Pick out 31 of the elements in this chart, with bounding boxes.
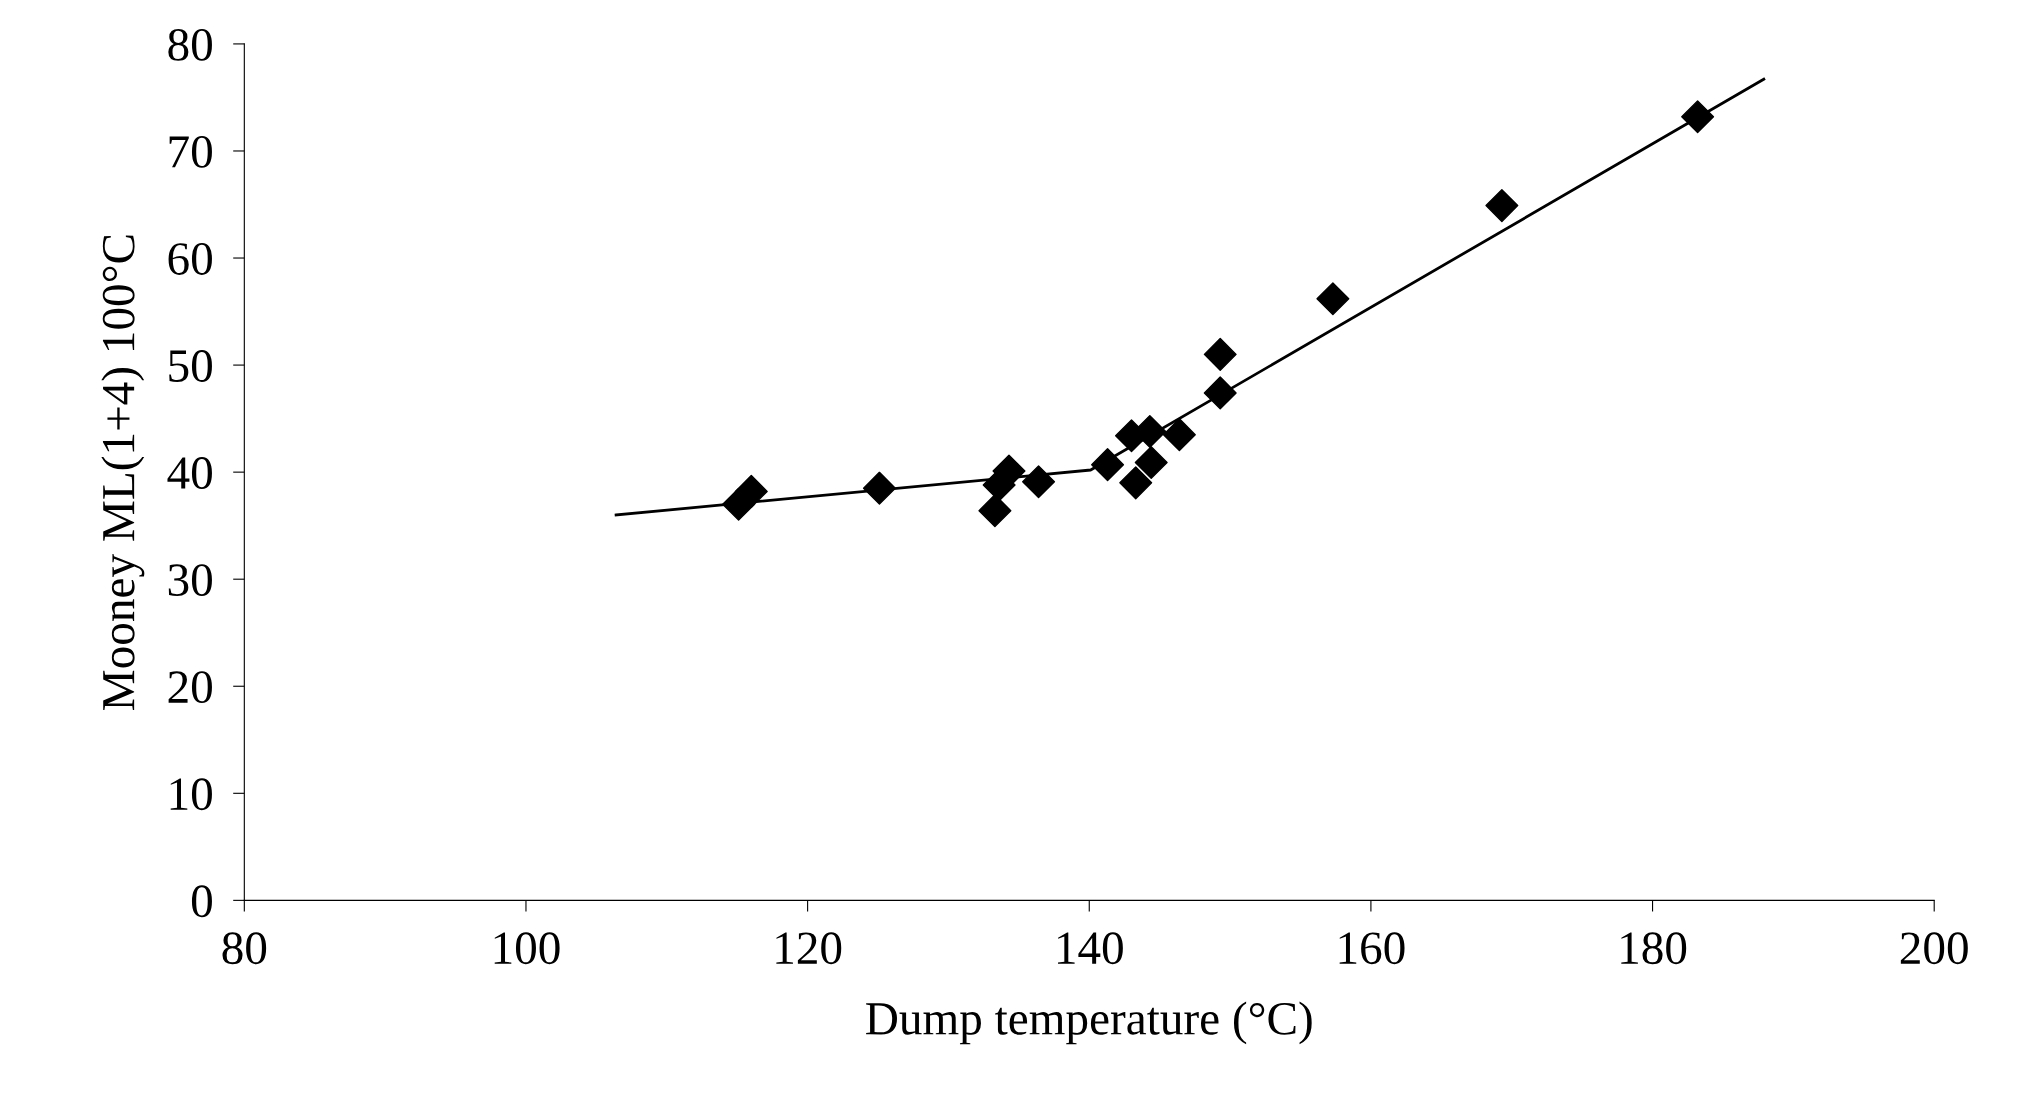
y-tick-label: 60 [168, 243, 212, 275]
y-tick-label: 40 [167, 457, 212, 489]
x-tick-label: 80 [222, 932, 267, 965]
x-axis-title: Dump temperature (°C) [866, 1001, 1312, 1045]
point [978, 494, 1012, 528]
point [1119, 466, 1153, 500]
y-tick-label: 50 [169, 350, 212, 382]
x-tick-label: 200 [1900, 932, 1968, 965]
y-tick-label: 30 [168, 564, 212, 597]
x-tick-label: 100 [494, 932, 560, 965]
y-tick-label: 10 [170, 778, 212, 811]
y-axis-title: Mooney ML(1+4) 100°C [101, 235, 145, 710]
point [1681, 100, 1715, 134]
point [734, 474, 768, 508]
x-tick-label: 120 [776, 932, 842, 965]
point [1022, 465, 1056, 499]
y-tick-label: 80 [168, 28, 212, 61]
x-tick-label: 160 [1339, 932, 1405, 965]
point [1162, 418, 1196, 452]
point [1134, 445, 1168, 480]
point [1485, 189, 1519, 223]
y-tick-label: 0 [191, 885, 212, 918]
x-tick-label: 180 [1621, 932, 1687, 965]
point [1091, 448, 1125, 482]
point [862, 471, 896, 505]
x-tick-label: 140 [1058, 932, 1123, 965]
y-tick-label: 70 [169, 135, 212, 168]
point [1203, 337, 1237, 371]
point [1316, 282, 1350, 316]
y-tick-label: 20 [168, 671, 212, 704]
point [1203, 376, 1237, 410]
